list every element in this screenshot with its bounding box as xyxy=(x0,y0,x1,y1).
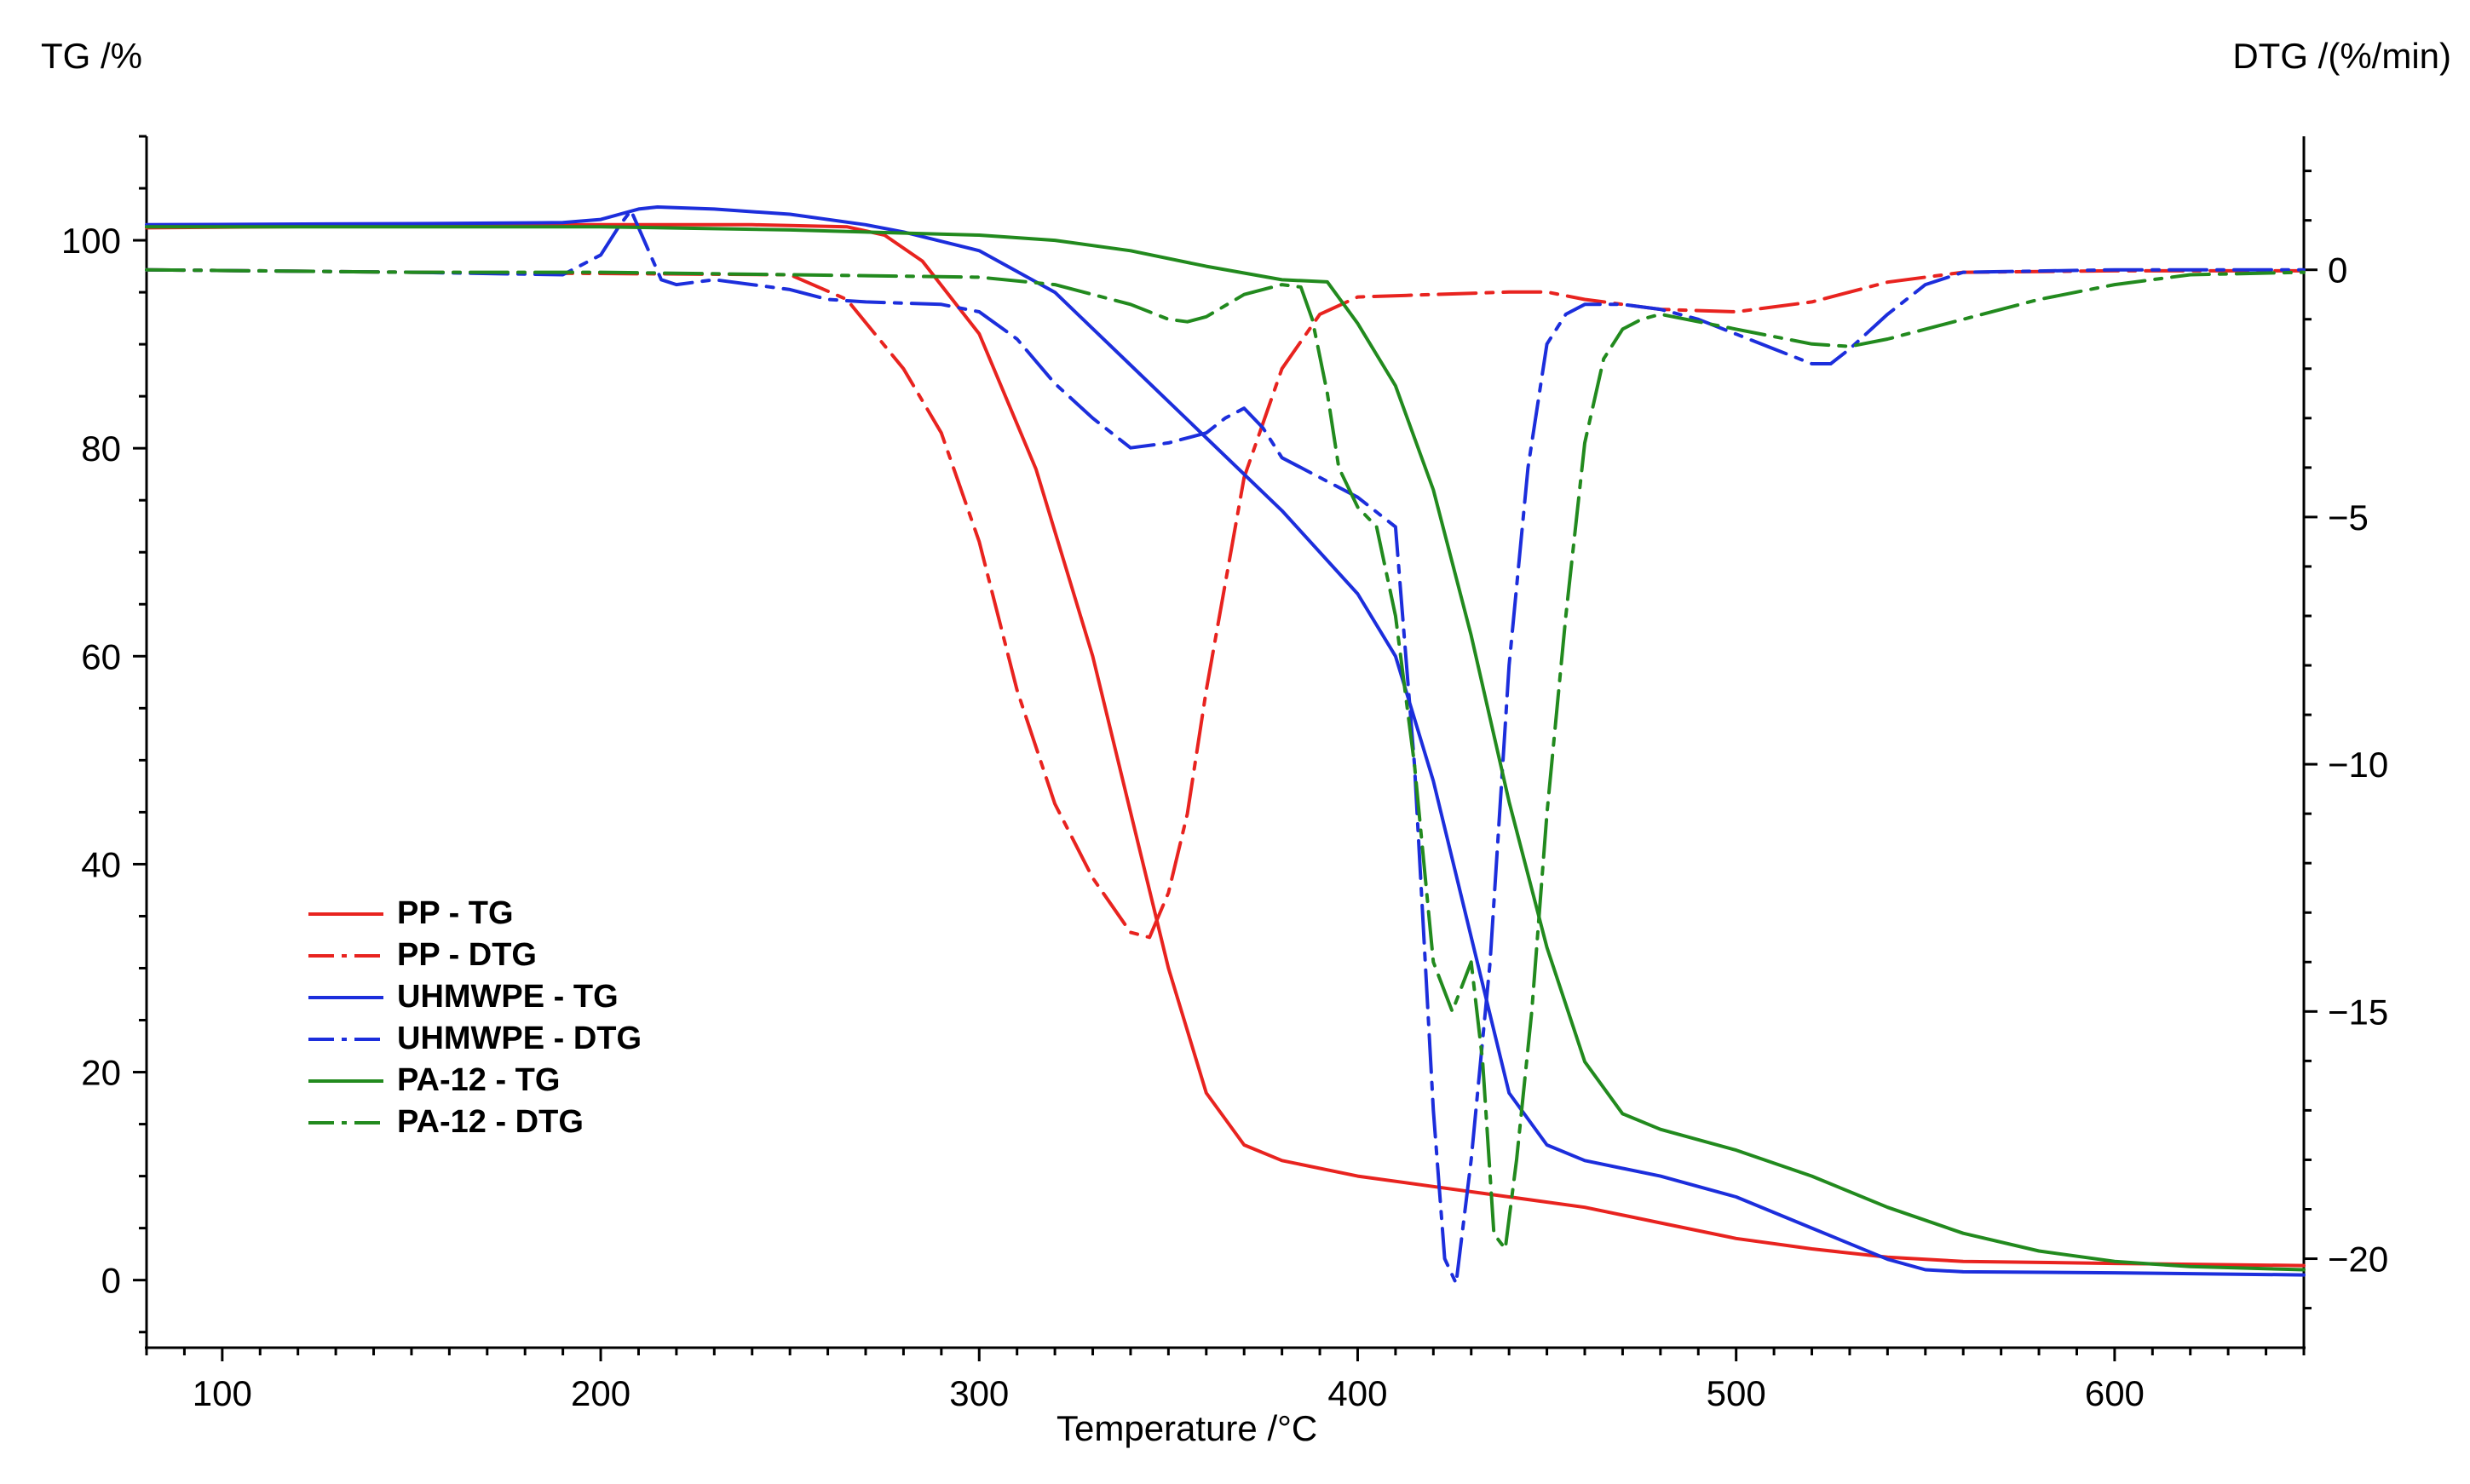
legend-label: PP - TG xyxy=(397,895,514,931)
series-uhmwpe-tg-line xyxy=(145,205,2306,1277)
y-left-tick-label: 100 xyxy=(61,221,121,261)
series-pa-12-tg-line xyxy=(145,225,2306,1272)
x-tick-label: 500 xyxy=(1707,1373,1766,1413)
legend-swatch xyxy=(308,953,383,958)
legend-item: PA-12 - DTG xyxy=(307,1101,642,1143)
legend-label: PA-12 - TG xyxy=(397,1062,561,1098)
legend-label: PA-12 - DTG xyxy=(397,1104,584,1140)
x-tick-label: 200 xyxy=(571,1373,630,1413)
y-right-tick-label: −10 xyxy=(2328,745,2388,785)
legend-item: PA-12 - TG xyxy=(307,1060,642,1101)
series-pp-tg-line xyxy=(145,222,2306,1268)
x-axis-title: Temperature /°C xyxy=(1057,1408,1318,1448)
legend-swatch xyxy=(308,1037,383,1041)
x-tick-label: 100 xyxy=(193,1373,252,1413)
x-tick-label: 600 xyxy=(2085,1373,2145,1413)
y-left-tick-label: 20 xyxy=(81,1053,121,1093)
legend-item: PP - TG xyxy=(307,893,642,935)
legend-swatch xyxy=(308,1078,383,1083)
series-pa-12-dtg-line xyxy=(145,267,2306,1251)
y-left-tick-label: 80 xyxy=(81,429,121,469)
y-right-tick-label: −15 xyxy=(2328,992,2388,1032)
legend-swatch xyxy=(308,912,383,916)
y-left-tick-label: 0 xyxy=(101,1261,121,1301)
legend-label: UHMWPE - TG xyxy=(397,979,619,1015)
legend-swatch xyxy=(308,1120,383,1125)
legend-item: UHMWPE - DTG xyxy=(307,1018,642,1060)
y-right-tick-label: 0 xyxy=(2328,250,2347,290)
x-tick-label: 400 xyxy=(1327,1373,1387,1413)
y-left-tick-label: 40 xyxy=(81,844,121,884)
series-uhmwpe-dtg-line xyxy=(145,209,2306,1286)
legend: PP - TG PP - DTG UHMWPE - TG UHMWPE - DTG PA… xyxy=(307,893,642,1143)
legend-swatch xyxy=(308,995,383,999)
legend-item: PP - DTG xyxy=(307,935,642,976)
legend-label: PP - DTG xyxy=(397,937,537,973)
legend-label: UHMWPE - DTG xyxy=(397,1021,642,1056)
series-layer xyxy=(145,205,2306,1286)
series-pp-dtg-line xyxy=(145,267,2306,940)
y-right-axis-title: DTG /(%/min) xyxy=(2232,36,2451,76)
x-tick-label: 300 xyxy=(949,1373,1009,1413)
y-left-axis-title: TG /% xyxy=(41,36,143,76)
y-right-tick-label: −20 xyxy=(2328,1240,2388,1280)
axes-layer: 100 200 300 400 500 600 0 20 40 60 80 100 0 −5 −10 −15 −… xyxy=(61,135,2388,1413)
y-right-tick-label: −5 xyxy=(2328,498,2369,538)
legend-item: UHMWPE - TG xyxy=(307,976,642,1018)
y-left-tick-label: 60 xyxy=(81,636,121,676)
